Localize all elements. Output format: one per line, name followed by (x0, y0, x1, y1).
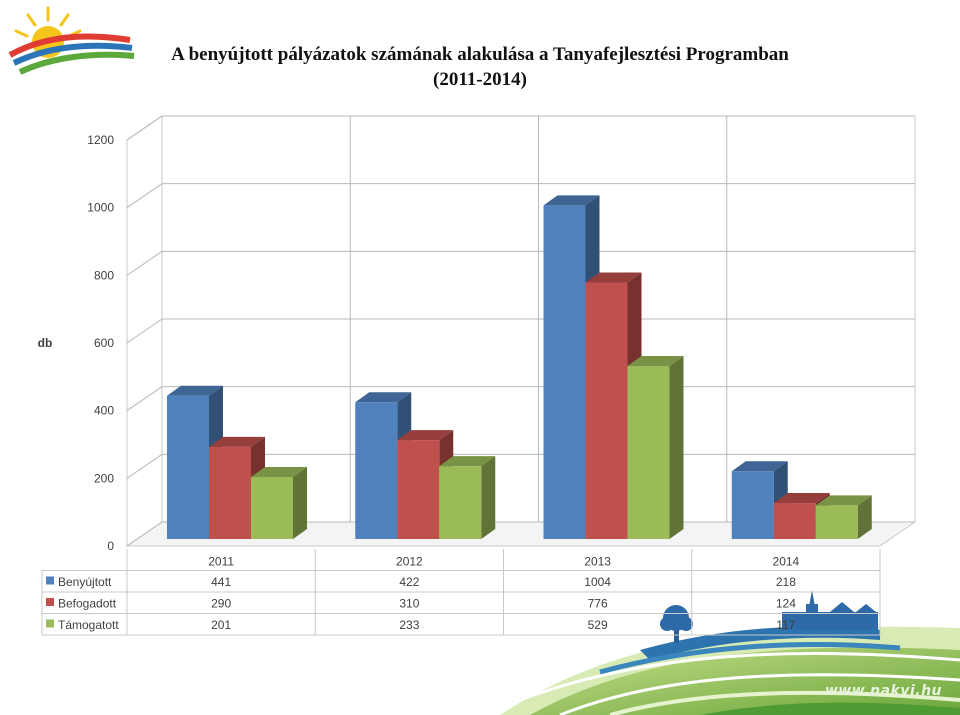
table-value: 201 (211, 618, 231, 632)
bar-top (439, 456, 496, 467)
slide-title: A benyújtott pályázatok számának alakulá… (110, 42, 850, 92)
x-category-label: 2012 (396, 555, 423, 569)
table-value: 124 (776, 597, 796, 611)
bar-front (209, 446, 251, 539)
table-value: 310 (399, 597, 419, 611)
legend-swatch (46, 619, 54, 628)
slide-title-line-1: A benyújtott pályázatok számának alakulá… (171, 44, 789, 65)
table-value: 218 (776, 575, 796, 589)
bar-top (773, 493, 830, 504)
bar-top (167, 385, 223, 396)
x-category-label: 2011 (208, 555, 234, 569)
y-tick-label: 400 (94, 404, 114, 418)
x-category-label: 2013 (584, 555, 611, 569)
bar-side (293, 466, 307, 539)
bar-Támogatott-2011 (251, 466, 307, 539)
x-category-label: 2014 (773, 555, 800, 569)
website-watermark: www.nakvi.hu (824, 683, 942, 699)
bar-front (439, 466, 482, 539)
table-value: 233 (399, 618, 419, 632)
table-value: 290 (211, 597, 231, 611)
bar-top (397, 430, 454, 441)
bar-side (481, 456, 496, 539)
y-axis-label: db (38, 336, 53, 350)
bar-front (627, 366, 670, 539)
tree-icon (660, 605, 693, 643)
gridline-side (126, 183, 163, 209)
y-tick-label: 1000 (87, 201, 114, 215)
gridline-side (126, 318, 163, 344)
legend-swatch (46, 598, 54, 606)
bar-top (251, 466, 307, 477)
bar-Támogatott-2013 (627, 356, 684, 539)
gridline-side (126, 521, 163, 547)
bar-top (355, 392, 412, 403)
bar-front (251, 476, 293, 539)
legend-swatch (46, 576, 54, 585)
gridline-side (126, 386, 163, 412)
bar-top (585, 272, 642, 283)
sun-logo (8, 6, 135, 75)
village-icon (782, 590, 878, 630)
bar-front (585, 282, 628, 539)
bar-top (815, 495, 872, 506)
bar-top (627, 356, 684, 367)
y-tick-label: 1200 (87, 133, 114, 147)
y-tick-label: 800 (94, 268, 114, 282)
y-tick-label: 0 (107, 539, 114, 553)
legend-label: Befogadott (58, 597, 117, 611)
slide-title-line-2: (2011-2014) (433, 69, 527, 90)
data-table: 2011 2012 2013 2014 Benyújtott 441 422 1004 218 B… (41, 549, 881, 636)
legend-label: Benyújtott (58, 575, 112, 589)
table-value: 422 (399, 575, 419, 589)
bar-top (209, 436, 265, 447)
table-value: 1004 (584, 575, 611, 589)
bar-top (543, 195, 600, 206)
table-value: 441 (211, 575, 231, 589)
bar-front (397, 440, 440, 539)
table-value: 117 (776, 618, 795, 632)
bar-Támogatott-2012 (439, 456, 496, 539)
landscape-decoration (500, 626, 960, 715)
legend-label: Támogatott (58, 618, 119, 632)
bar-front (815, 505, 858, 539)
bar-front (731, 471, 774, 539)
y-tick-label: 200 (94, 471, 114, 485)
bar-front (355, 402, 398, 539)
y-tick-label: 600 (94, 336, 114, 350)
table-value: 776 (588, 597, 608, 611)
chart: 0 200 400 600 800 1000 1200 db (38, 115, 917, 553)
bar-side (669, 356, 684, 539)
bar-side (857, 495, 872, 539)
gridline-side (126, 250, 163, 276)
bar-front (167, 395, 209, 539)
bar-Támogatott-2014 (815, 495, 872, 539)
bar-front (773, 503, 816, 539)
gridline-side (126, 115, 163, 141)
table-value: 529 (588, 618, 608, 632)
gridline-side (126, 453, 163, 479)
bar-front (543, 205, 586, 539)
bar-top (731, 461, 788, 472)
